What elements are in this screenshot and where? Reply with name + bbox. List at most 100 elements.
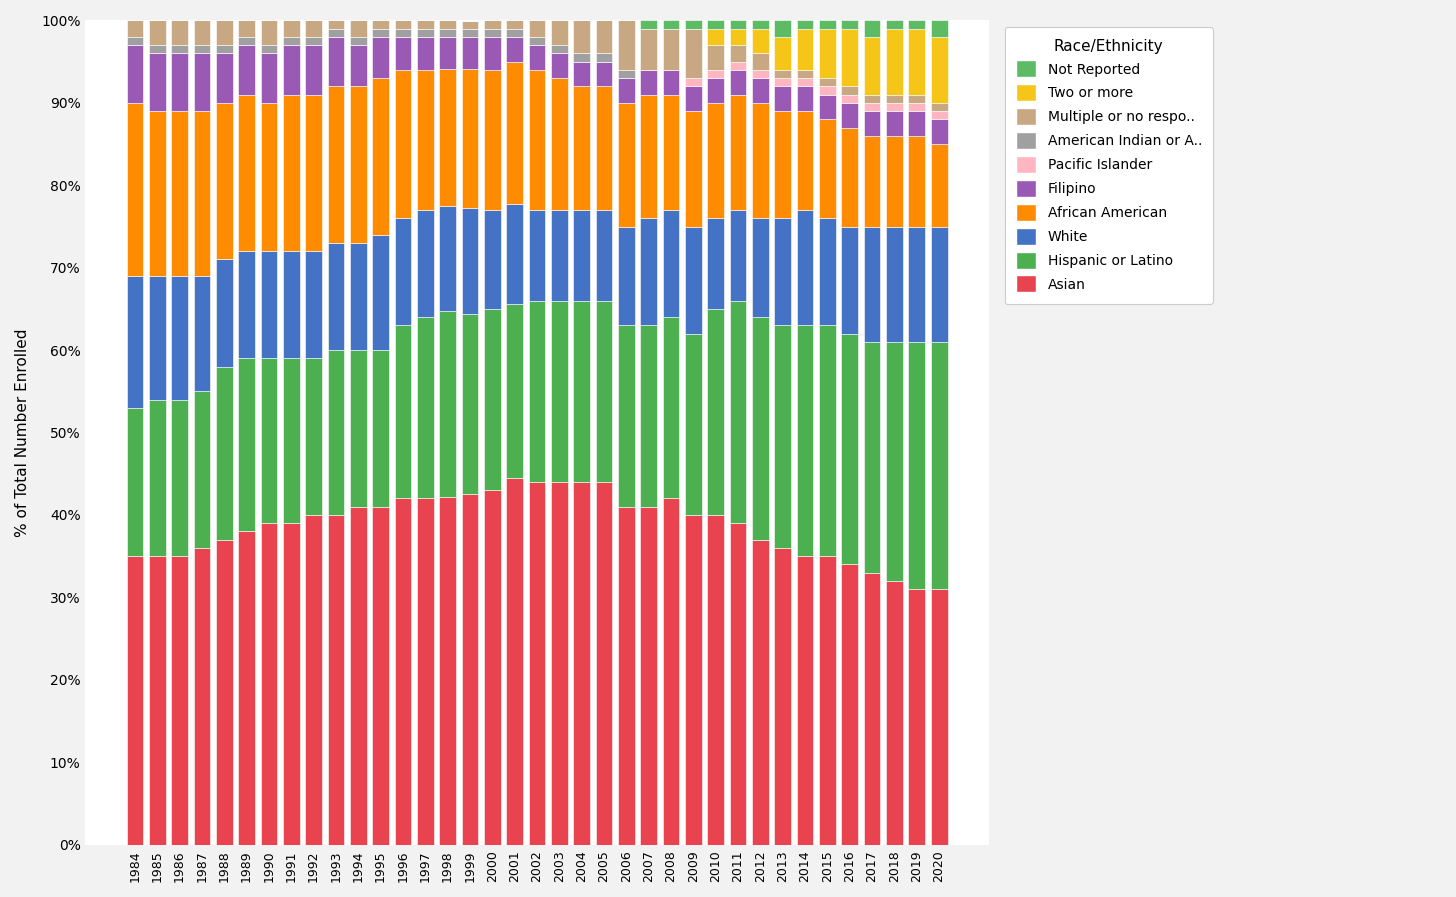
Bar	[796, 556, 814, 845]
Bar	[349, 243, 367, 350]
Bar	[395, 37, 412, 70]
Bar	[574, 21, 590, 54]
Bar	[483, 491, 501, 845]
Bar	[507, 21, 523, 29]
Bar	[395, 499, 412, 845]
Bar	[753, 70, 769, 78]
Bar	[753, 78, 769, 103]
Bar	[215, 540, 233, 845]
Bar	[149, 45, 166, 54]
Bar	[617, 103, 635, 227]
Bar	[729, 62, 747, 70]
Bar	[282, 523, 300, 845]
Bar	[930, 111, 948, 119]
Bar	[282, 45, 300, 95]
Bar	[462, 208, 479, 314]
Bar	[172, 276, 188, 399]
Bar	[462, 37, 479, 69]
Bar	[596, 21, 613, 54]
Bar	[662, 29, 680, 70]
Bar	[127, 556, 143, 845]
Bar	[596, 300, 613, 482]
Bar	[930, 144, 948, 227]
Bar	[796, 78, 814, 86]
Bar	[887, 21, 903, 29]
Bar	[172, 399, 188, 556]
Bar	[373, 78, 389, 235]
Bar	[282, 21, 300, 37]
Bar	[440, 311, 456, 497]
Bar	[753, 103, 769, 218]
Bar	[306, 251, 322, 359]
Bar	[820, 78, 836, 86]
Bar	[596, 54, 613, 62]
Bar	[550, 78, 568, 210]
Bar	[507, 29, 523, 37]
Bar	[775, 78, 791, 86]
Bar	[708, 70, 724, 78]
Bar	[239, 21, 255, 37]
Bar	[596, 482, 613, 845]
Bar	[842, 95, 858, 103]
Bar	[909, 135, 925, 227]
Bar	[529, 482, 546, 845]
Bar	[684, 227, 702, 334]
Bar	[753, 29, 769, 54]
Bar	[887, 103, 903, 111]
Bar	[440, 206, 456, 311]
Bar	[729, 523, 747, 845]
Bar	[708, 29, 724, 45]
Bar	[753, 54, 769, 70]
Bar	[684, 86, 702, 111]
Bar	[775, 218, 791, 326]
Bar	[416, 21, 434, 29]
Bar	[729, 21, 747, 29]
Bar	[215, 54, 233, 103]
Bar	[617, 21, 635, 70]
Bar	[641, 95, 657, 218]
Bar	[373, 507, 389, 845]
Bar	[930, 21, 948, 37]
Bar	[328, 21, 344, 29]
Bar	[820, 556, 836, 845]
Legend: Not Reported, Two or more, Multiple or no respo.., American Indian or A.., Pacif: Not Reported, Two or more, Multiple or n…	[1005, 28, 1213, 303]
Bar	[842, 86, 858, 95]
Bar	[149, 399, 166, 556]
Bar	[596, 62, 613, 86]
Bar	[909, 95, 925, 103]
Bar	[596, 86, 613, 210]
Bar	[282, 95, 300, 251]
Bar	[753, 540, 769, 845]
Bar	[194, 276, 210, 391]
Bar	[395, 29, 412, 37]
Bar	[261, 103, 277, 251]
Bar	[820, 95, 836, 119]
Bar	[261, 54, 277, 103]
Bar	[930, 37, 948, 103]
Bar	[373, 37, 389, 78]
Bar	[574, 62, 590, 86]
Bar	[842, 564, 858, 845]
Bar	[462, 69, 479, 208]
Bar	[440, 37, 456, 69]
Bar	[507, 204, 523, 303]
Bar	[127, 276, 143, 408]
Bar	[574, 300, 590, 482]
Bar	[842, 29, 858, 86]
Bar	[529, 45, 546, 70]
Bar	[796, 86, 814, 111]
Bar	[842, 127, 858, 227]
Bar	[863, 227, 881, 342]
Bar	[820, 218, 836, 326]
Bar	[820, 21, 836, 29]
Bar	[507, 303, 523, 478]
Bar	[708, 78, 724, 103]
Bar	[239, 37, 255, 45]
Bar	[820, 86, 836, 95]
Bar	[820, 119, 836, 218]
Bar	[127, 408, 143, 556]
Bar	[127, 45, 143, 103]
Bar	[261, 523, 277, 845]
Bar	[328, 350, 344, 515]
Bar	[863, 342, 881, 572]
